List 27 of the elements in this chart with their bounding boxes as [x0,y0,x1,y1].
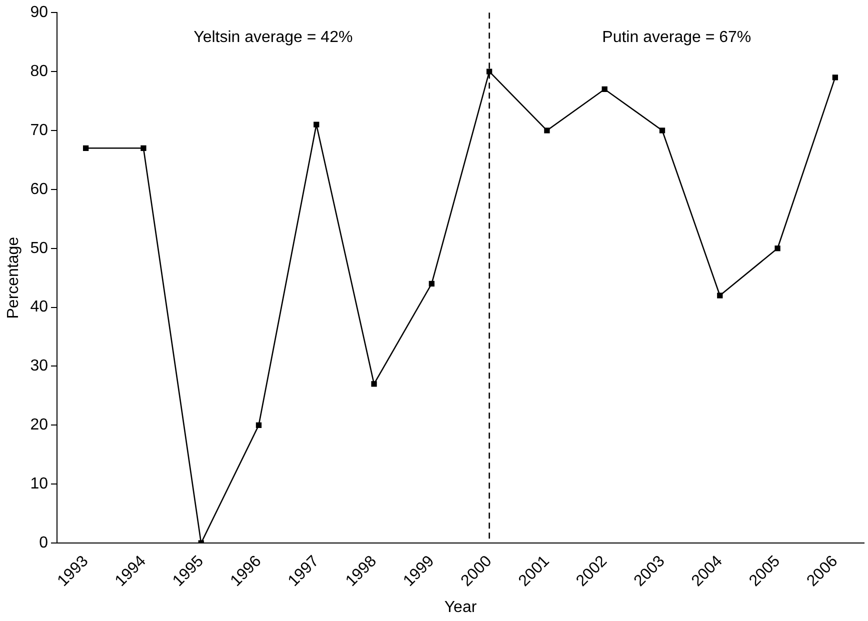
point [774,246,780,252]
y-axis-title: Percentage [5,236,22,319]
y-tick-label: 50 [30,240,48,257]
y-tick-label: 10 [30,476,48,493]
point [659,128,666,134]
point [256,422,262,428]
point [832,74,838,80]
annotation: Yeltsin average = 42% [194,29,353,46]
y-tick-label: 90 [30,4,48,22]
y-tick-label: 0 [39,534,48,552]
y-tick-label: 40 [30,298,48,316]
point [544,128,550,134]
point [314,122,320,128]
point [602,86,608,92]
y-tick-label: 70 [30,122,48,139]
annotation: Putin average = 67% [602,29,752,46]
point [82,145,89,151]
point [428,280,435,287]
y-tick-label: 30 [30,358,48,375]
point [486,68,492,74]
point [717,292,723,298]
y-tick-label: 60 [30,180,48,198]
x-axis-title: Year [444,598,478,616]
point [140,145,146,151]
point [371,381,377,387]
y-tick-label: 20 [30,416,48,434]
y-tick-label: 80 [30,62,48,80]
